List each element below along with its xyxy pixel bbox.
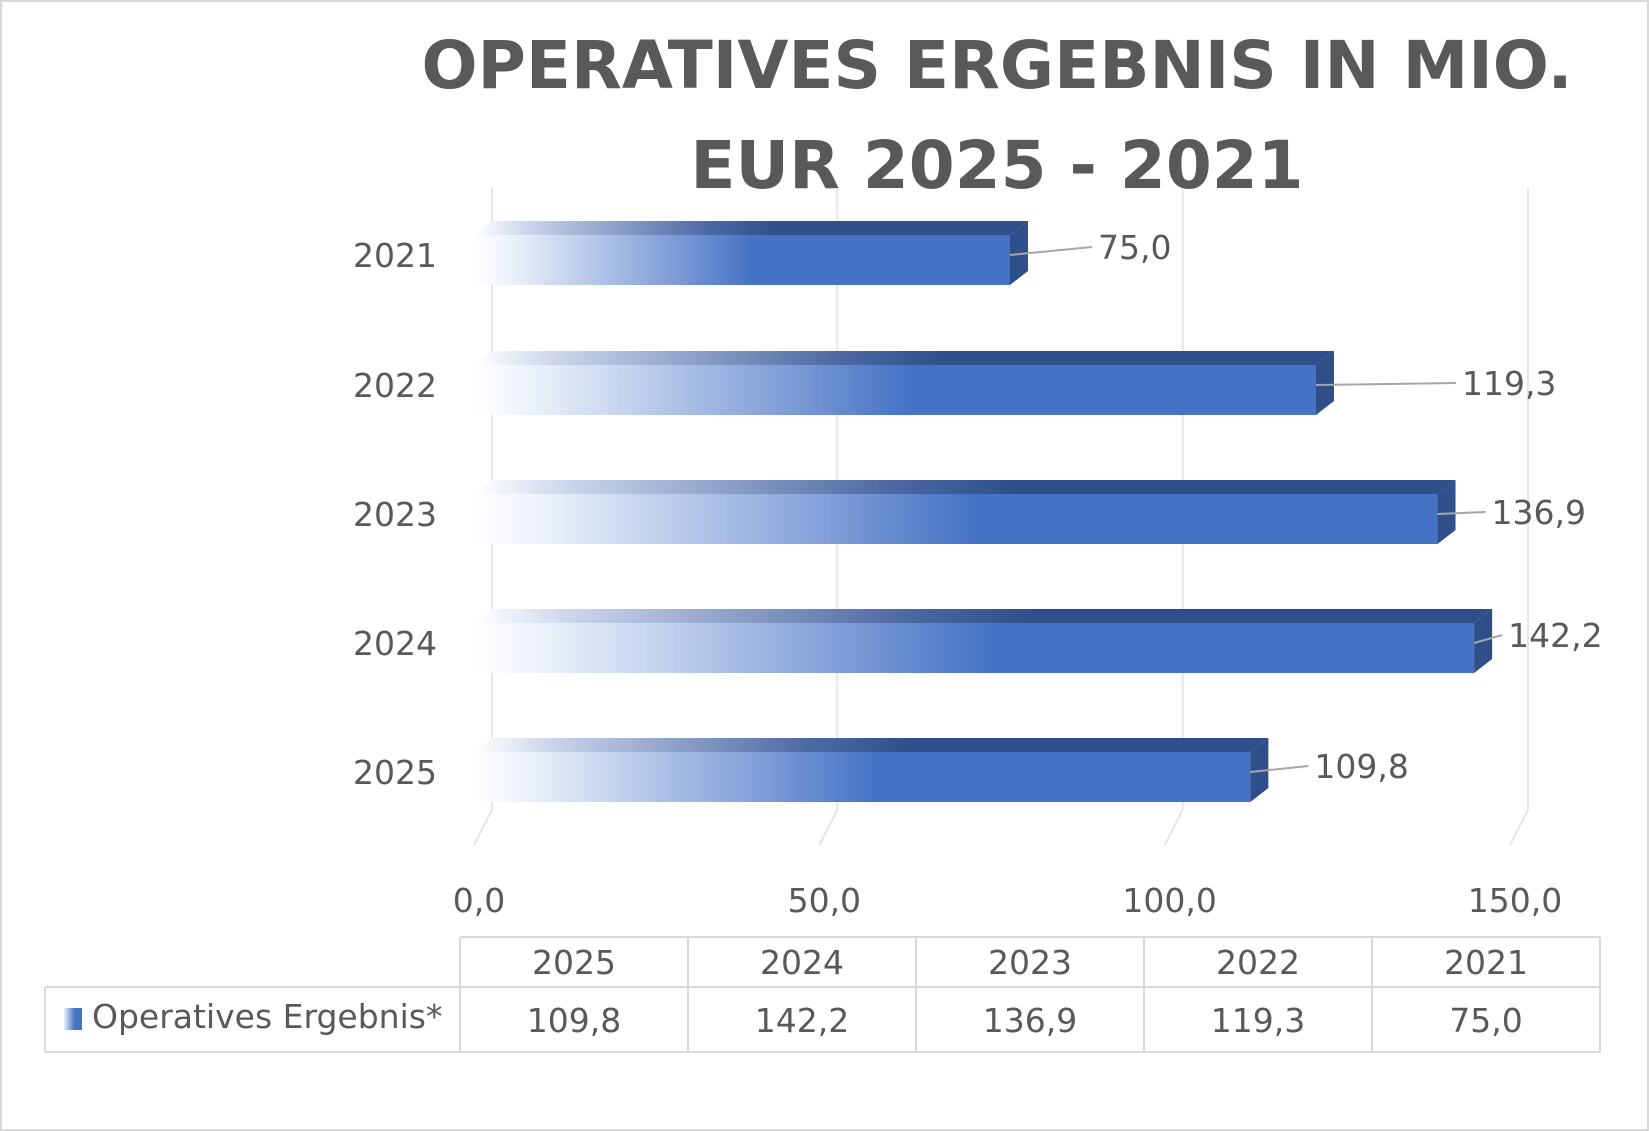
data-label: 142,2	[1508, 616, 1602, 655]
x-tick-label: 50,0	[788, 881, 861, 920]
bar-front-face	[474, 623, 1475, 673]
data-label: 119,3	[1462, 364, 1556, 403]
bar-2021: 75,0	[474, 221, 1171, 285]
x-tick-label: 0,0	[453, 881, 505, 920]
data-table-header: 2022	[1216, 943, 1300, 982]
data-table-header: 2021	[1444, 943, 1528, 982]
category-label: 2025	[353, 753, 437, 792]
leader-line	[1009, 246, 1093, 256]
leader-line	[1315, 382, 1456, 386]
gridline-floor	[1163, 809, 1184, 846]
data-table-value: 142,2	[755, 1001, 849, 1040]
data-table-header: 2023	[988, 943, 1072, 982]
bar-side-face	[1250, 738, 1269, 802]
leader-line	[1250, 765, 1309, 773]
leader-line	[1437, 511, 1486, 515]
data-table-value: 136,9	[983, 1001, 1077, 1040]
category-label: 2024	[353, 624, 437, 663]
bar-front-face	[474, 365, 1316, 415]
data-label: 136,9	[1492, 493, 1586, 532]
x-axis-ticks: 0,0 50,0 100,0 150,0	[453, 881, 1562, 920]
gridline-floor	[818, 809, 839, 846]
data-table-header: 2025	[532, 943, 616, 982]
data-table-header: 2024	[760, 943, 844, 982]
bar-side-face	[1010, 221, 1028, 285]
bar-top-face	[474, 609, 1493, 623]
gridline-floor	[473, 809, 493, 846]
gridline-floor	[1509, 809, 1529, 846]
bar-top-face	[474, 738, 1269, 752]
category-label: 2021	[353, 236, 437, 275]
x-tick-label: 100,0	[1122, 881, 1216, 920]
bars: 75,0 119,3 136,9 142,2 109,8	[474, 221, 1603, 802]
bar-front-face	[474, 494, 1438, 544]
chart-title-line-1: OPERATIVES ERGEBNIS IN MIO.	[421, 27, 1572, 104]
data-label: 109,8	[1314, 747, 1408, 786]
bar-2022: 119,3	[474, 351, 1556, 415]
leader-line	[1473, 634, 1503, 644]
category-label: 2023	[353, 495, 437, 534]
data-table-value: 75,0	[1449, 1001, 1522, 1040]
category-label: 2022	[353, 366, 437, 405]
bar-front-face	[474, 235, 1010, 285]
data-table-value: 109,8	[527, 1001, 621, 1040]
data-table-value: 119,3	[1211, 1001, 1305, 1040]
bar-side-face	[1437, 480, 1456, 544]
bar-front-face	[474, 752, 1251, 802]
data-table: Operatives Ergebnis* 2025 109,8 2024 142,2 2…	[44, 936, 1601, 1053]
legend-key	[64, 1008, 82, 1030]
x-tick-label: 150,0	[1468, 881, 1562, 920]
bar-side-face	[1315, 351, 1334, 415]
bar-2025: 109,8	[474, 738, 1409, 802]
y-axis-categories: 2021 2022 2023 2024 2025	[353, 236, 437, 792]
bar-2023: 136,9	[474, 480, 1586, 544]
bar-2024: 142,2	[474, 609, 1603, 673]
data-label: 75,0	[1098, 228, 1171, 267]
bar-top-face	[474, 221, 1028, 235]
data-table-row-label: Operatives Ergebnis*	[92, 997, 442, 1036]
bar-top-face	[474, 480, 1456, 494]
chart-title-line-2: EUR 2025 - 2021	[690, 127, 1303, 204]
bar-top-face	[474, 351, 1334, 365]
